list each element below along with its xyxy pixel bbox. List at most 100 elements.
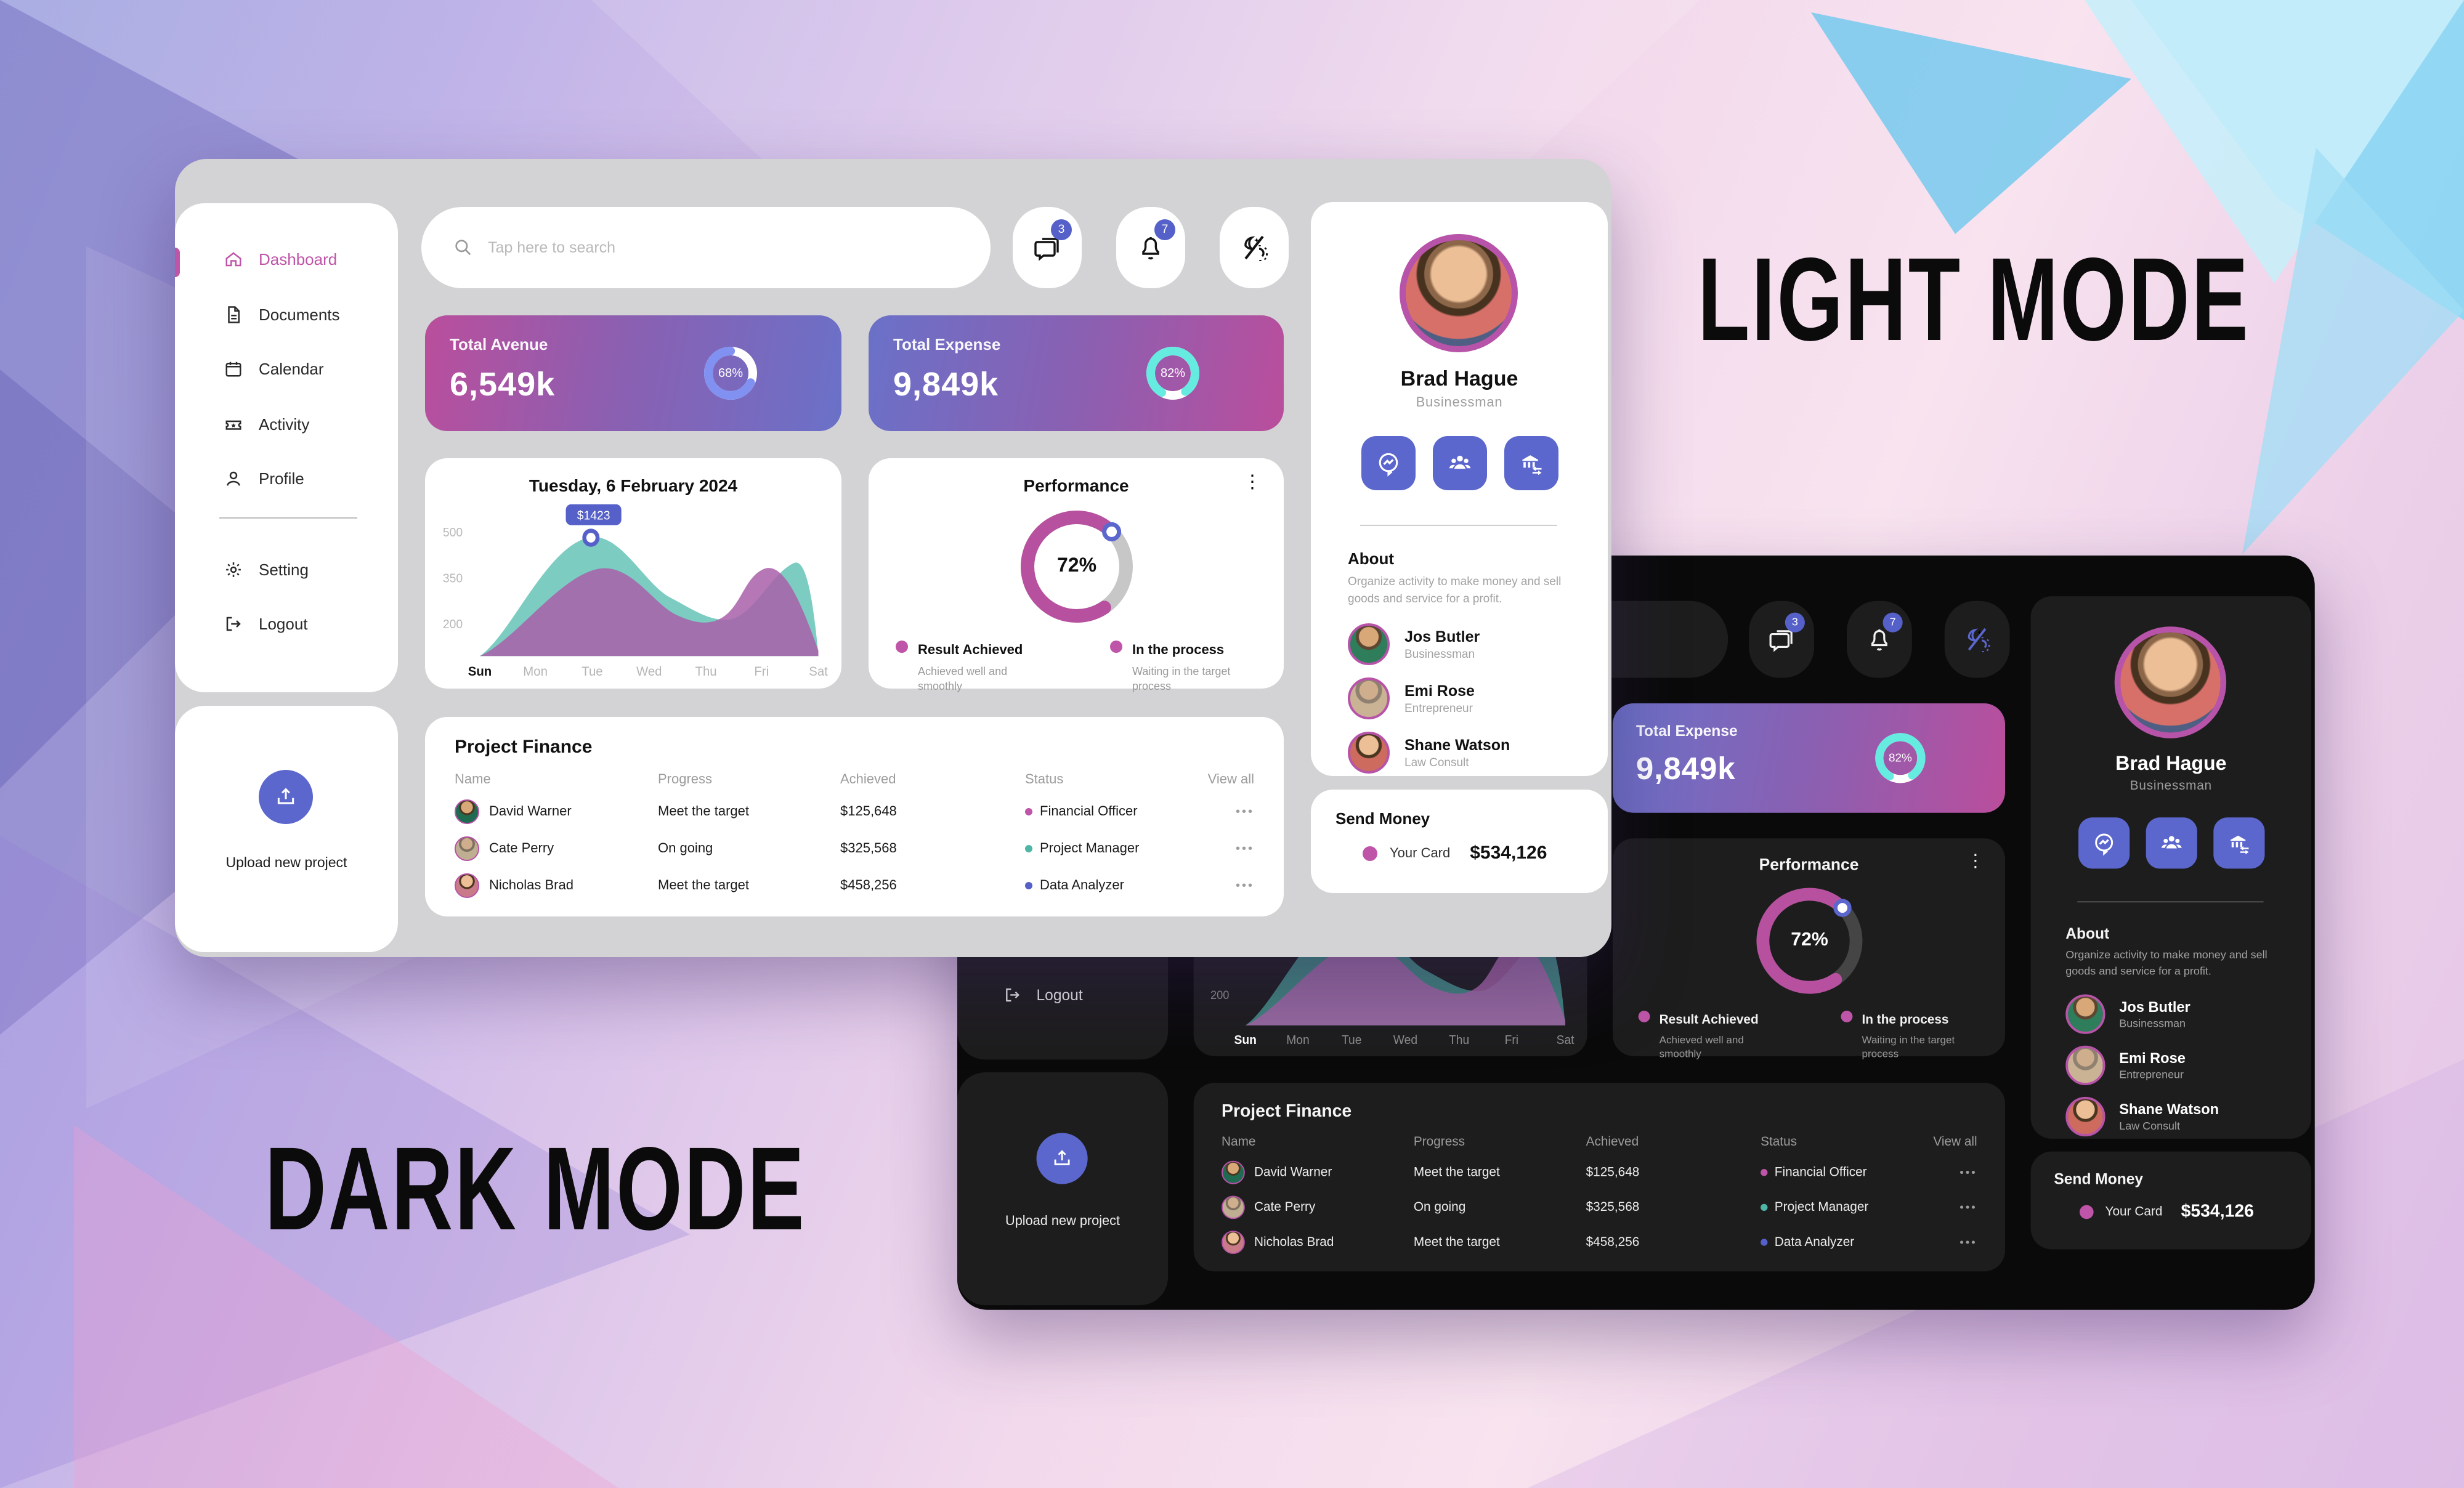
message-button[interactable] — [2078, 817, 2130, 869]
performance-card: Performance ⋮ 72% Result Achieved Achiev… — [869, 458, 1284, 692]
cell-progress: Meet the target — [1413, 1165, 1500, 1180]
row-actions-icon[interactable]: ••• — [1959, 1166, 1977, 1179]
bell-badge: 7 — [1154, 219, 1175, 240]
donut-marker — [1102, 522, 1122, 541]
table-row[interactable]: Nicholas Brad Meet the target $458,256 D… — [1222, 1231, 1977, 1254]
contact-emi-rose[interactable]: Emi Rose Entrepreneur — [2065, 1043, 2287, 1088]
about-title: About — [2065, 924, 2110, 942]
kpi-label: Total Avenue — [450, 335, 548, 354]
performance-donut: 72% — [1754, 885, 1865, 997]
x-label: Sat — [809, 664, 828, 679]
about-title: About — [1348, 549, 1395, 568]
table-row[interactable]: David Warner Meet the target $125,648 Fi… — [1222, 1160, 1977, 1184]
contact-shane-watson[interactable]: Shane Watson Law Consult — [1348, 729, 1582, 776]
contact-name: Emi Rose — [2119, 1049, 2186, 1066]
sidebar-item-setting[interactable]: Setting — [175, 551, 398, 588]
upload-card: Upload new project — [957, 1072, 1169, 1306]
kpi-total-expense: Total Expense 9,849k 82% — [869, 315, 1284, 431]
contact-role: Law Consult — [2119, 1119, 2181, 1133]
search-bar[interactable] — [421, 207, 991, 288]
contact-emi-rose[interactable]: Emi Rose Entrepreneur — [1348, 675, 1582, 722]
avatar — [1222, 1231, 1245, 1254]
cell-achieved: $125,648 — [840, 804, 897, 819]
chart-tooltip — [565, 504, 622, 525]
cell-name: David Warner — [1254, 1165, 1332, 1180]
send-money-card: Send Money Your Card $534,126 — [2030, 1151, 2312, 1250]
message-button[interactable] — [1361, 436, 1415, 490]
bank-transfer-button[interactable] — [1504, 436, 1558, 490]
legend-dot — [1638, 1010, 1650, 1022]
sidebar-item-logout[interactable]: Logout — [175, 605, 398, 642]
sidebar-item-activity[interactable]: Activity — [175, 405, 398, 442]
cell-status: Financial Officer — [1040, 804, 1138, 819]
search-input[interactable] — [488, 239, 907, 256]
sidebar-item-label: Setting — [259, 560, 309, 578]
table-row[interactable]: David Warner Meet the target $125,648 Fi… — [455, 799, 1254, 824]
table-header-row: Name Progress Achieved Status View all — [1222, 1135, 1977, 1149]
kpi-donut-82: 82% — [1870, 728, 1931, 788]
notifications-button[interactable]: 7 — [1846, 600, 1912, 678]
upload-button[interactable] — [259, 770, 313, 824]
bank-transfer-icon — [1522, 455, 1541, 475]
profile-name: Brad Hague — [2115, 752, 2227, 775]
kebab-menu-icon[interactable]: ⋮ — [1243, 472, 1262, 493]
sidebar-divider — [219, 517, 357, 519]
dark-mode-toggle[interactable] — [1220, 207, 1289, 288]
x-label: Wed — [1393, 1033, 1417, 1047]
contact-role: Law Consult — [1404, 756, 1469, 769]
contact-jos-butler[interactable]: Jos Butler Businessman — [1348, 621, 1582, 668]
contact-shane-watson[interactable]: Shane Watson Law Consult — [2065, 1094, 2287, 1139]
x-label: Thu — [695, 664, 716, 679]
x-label: Fri — [754, 664, 769, 679]
project-finance-card: Project Finance Name Progress Achieved S… — [1193, 1083, 2005, 1272]
card-label: Your Card — [1390, 846, 1451, 860]
row-actions-icon[interactable]: ••• — [1235, 805, 1254, 819]
x-label: Thu — [1449, 1033, 1469, 1047]
status-dot — [1025, 845, 1032, 852]
contacts-button[interactable] — [2145, 817, 2197, 869]
row-actions-icon[interactable]: ••• — [1235, 879, 1254, 892]
table-row[interactable]: Nicholas Brad Meet the target $458,256 D… — [455, 873, 1254, 898]
your-card-row[interactable]: Your Card $534,126 — [1335, 843, 1583, 863]
send-money-title: Send Money — [1335, 809, 1430, 828]
view-all-link[interactable]: View all — [1933, 1135, 1977, 1149]
sidebar-item-profile[interactable]: Profile — [175, 459, 398, 496]
row-actions-icon[interactable]: ••• — [1235, 842, 1254, 855]
cell-status: Data Analyzer — [1040, 878, 1124, 893]
chat-button[interactable]: 3 — [1749, 600, 1815, 678]
legend-title: In the process — [1132, 643, 1225, 658]
upload-icon — [1054, 1150, 1070, 1165]
x-label: Tue — [582, 664, 602, 679]
cell-achieved: $458,256 — [1586, 1235, 1640, 1250]
cell-name: Cate Perry — [489, 841, 554, 856]
notifications-button[interactable]: 7 — [1116, 207, 1185, 288]
sidebar-item-dashboard[interactable]: Dashboard — [175, 240, 398, 277]
contacts-button[interactable] — [1432, 436, 1486, 490]
table-row[interactable]: Cate Perry On going $325,568 Project Man… — [455, 836, 1254, 861]
chat-button[interactable]: 3 — [1013, 207, 1082, 288]
contact-jos-butler[interactable]: Jos Butler Businessman — [2065, 992, 2287, 1037]
bank-transfer-button[interactable] — [2213, 817, 2264, 869]
sidebar-item-calendar[interactable]: Calendar — [175, 350, 398, 387]
kebab-menu-icon[interactable]: ⋮ — [1966, 851, 1984, 871]
bell-icon — [1871, 629, 1887, 651]
bell-badge: 7 — [1882, 612, 1903, 633]
cell-name: Cate Perry — [1254, 1200, 1316, 1215]
row-actions-icon[interactable]: ••• — [1959, 1201, 1977, 1214]
your-card-row[interactable]: Your Card $534,126 — [2054, 1202, 2288, 1221]
table-row[interactable]: Cate Perry On going $325,568 Project Man… — [1222, 1195, 1977, 1219]
cell-progress: On going — [1413, 1200, 1466, 1215]
sidebar-item-logout[interactable]: Logout — [957, 977, 1168, 1012]
cell-status: Project Manager — [1774, 1200, 1869, 1215]
profile-role: Businessman — [1416, 395, 1503, 410]
upload-button[interactable] — [1036, 1133, 1088, 1184]
view-all-link[interactable]: View all — [1207, 772, 1254, 787]
sidebar-item-documents[interactable]: Documents — [175, 296, 398, 333]
profile-panel: Brad Hague Businessman About Organize ac… — [1311, 202, 1608, 776]
row-actions-icon[interactable]: ••• — [1959, 1235, 1977, 1249]
dark-mode-toggle[interactable] — [1944, 600, 2010, 678]
about-text: Organize activity to make money and sell… — [2065, 948, 2267, 979]
x-label: Sun — [468, 664, 492, 679]
messenger-icon — [2094, 833, 2113, 856]
legend-in-the-process: In the process Waiting in the target pro… — [1841, 1008, 2016, 1061]
